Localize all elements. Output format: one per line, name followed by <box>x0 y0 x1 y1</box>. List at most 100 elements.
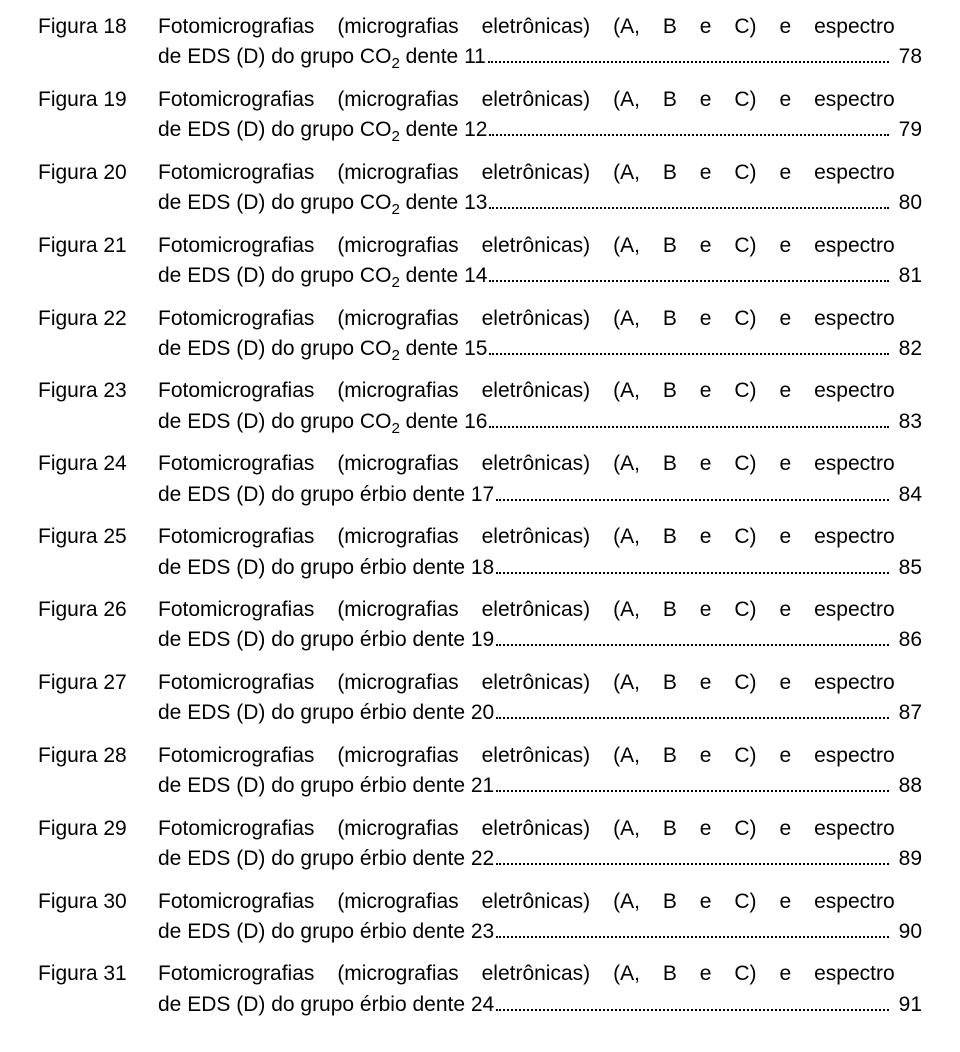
dot-leader <box>496 990 888 1011</box>
description-line1: Fotomicrografias (micrografias eletrônic… <box>158 814 895 844</box>
description-line2-pre: de EDS (D) do grupo érbio dente 18 <box>158 556 494 579</box>
description-line2-row: de EDS (D) do grupo érbio dente 18 <box>158 553 895 583</box>
list-item: Figura 28Fotomicrografias (micrografias … <box>38 741 922 802</box>
description-line1: Fotomicrografias (micrografias eletrônic… <box>158 522 895 552</box>
figure-description: Fotomicrografias (micrografias eletrônic… <box>158 231 895 292</box>
page-number: 90 <box>895 917 922 947</box>
description-line2-text: de EDS (D) do grupo CO2 dente 15 <box>158 334 487 364</box>
figure-label: Figura 31 <box>38 959 158 989</box>
page-number: 84 <box>895 480 922 510</box>
figure-description: Fotomicrografias (micrografias eletrônic… <box>158 158 895 219</box>
figure-label: Figura 29 <box>38 814 158 844</box>
dot-leader <box>488 43 889 64</box>
description-line2-row: de EDS (D) do grupo érbio dente 20 <box>158 698 895 728</box>
description-line2-row: de EDS (D) do grupo CO2 dente 15 <box>158 334 895 364</box>
description-line1: Fotomicrografias (micrografias eletrônic… <box>158 741 895 771</box>
description-line2-post: dente 11 <box>400 45 486 68</box>
figure-label: Figura 25 <box>38 522 158 552</box>
description-line1: Fotomicrografias (micrografias eletrônic… <box>158 85 895 115</box>
subscript: 2 <box>391 129 399 146</box>
figure-label: Figura 23 <box>38 376 158 406</box>
description-line2-text: de EDS (D) do grupo érbio dente 21 <box>158 771 494 801</box>
subscript: 2 <box>391 56 399 73</box>
description-line2-pre: de EDS (D) do grupo érbio dente 22 <box>158 847 494 870</box>
figure-label: Figura 22 <box>38 304 158 334</box>
figure-description: Fotomicrografias (micrografias eletrônic… <box>158 668 895 729</box>
page-number: 81 <box>895 261 922 291</box>
page-number: 83 <box>895 407 922 437</box>
description-line2-post: dente 13 <box>400 191 488 214</box>
description-line2-row: de EDS (D) do grupo érbio dente 21 <box>158 771 895 801</box>
description-line1: Fotomicrografias (micrografias eletrônic… <box>158 376 895 406</box>
dot-leader <box>496 480 888 501</box>
figure-description: Fotomicrografias (micrografias eletrônic… <box>158 449 895 510</box>
list-item: Figura 27Fotomicrografias (micrografias … <box>38 668 922 729</box>
figure-description: Fotomicrografias (micrografias eletrônic… <box>158 376 895 437</box>
description-line2-row: de EDS (D) do grupo érbio dente 17 <box>158 480 895 510</box>
figure-label: Figura 20 <box>38 158 158 188</box>
dot-leader <box>489 261 888 282</box>
description-line2-post: dente 12 <box>400 118 488 141</box>
description-line2-pre: de EDS (D) do grupo CO <box>158 410 391 433</box>
subscript: 2 <box>391 201 399 218</box>
description-line2-text: de EDS (D) do grupo CO2 dente 14 <box>158 261 487 291</box>
page-number: 79 <box>895 115 922 145</box>
description-line1: Fotomicrografias (micrografias eletrônic… <box>158 959 895 989</box>
description-line2-text: de EDS (D) do grupo érbio dente 23 <box>158 917 494 947</box>
description-line2-row: de EDS (D) do grupo érbio dente 23 <box>158 917 895 947</box>
description-line2-row: de EDS (D) do grupo érbio dente 24 <box>158 990 895 1020</box>
description-line1: Fotomicrografias (micrografias eletrônic… <box>158 887 895 917</box>
description-line2-text: de EDS (D) do grupo érbio dente 24 <box>158 990 494 1020</box>
dot-leader <box>496 698 888 719</box>
description-line2-pre: de EDS (D) do grupo érbio dente 20 <box>158 701 494 724</box>
dot-leader <box>496 771 888 792</box>
description-line2-text: de EDS (D) do grupo érbio dente 19 <box>158 625 494 655</box>
list-item: Figura 26Fotomicrografias (micrografias … <box>38 595 922 656</box>
description-line2-text: de EDS (D) do grupo érbio dente 18 <box>158 553 494 583</box>
dot-leader <box>496 917 888 938</box>
figure-description: Fotomicrografias (micrografias eletrônic… <box>158 595 895 656</box>
list-item: Figura 23Fotomicrografias (micrografias … <box>38 376 922 437</box>
description-line2-row: de EDS (D) do grupo CO2 dente 16 <box>158 407 895 437</box>
dot-leader <box>489 334 888 355</box>
list-item: Figura 24Fotomicrografias (micrografias … <box>38 449 922 510</box>
description-line2-text: de EDS (D) do grupo CO2 dente 13 <box>158 188 487 218</box>
page-number: 89 <box>895 844 922 874</box>
description-line2-pre: de EDS (D) do grupo érbio dente 23 <box>158 920 494 943</box>
description-line2-pre: de EDS (D) do grupo CO <box>158 191 391 214</box>
description-line1: Fotomicrografias (micrografias eletrônic… <box>158 231 895 261</box>
description-line2-text: de EDS (D) do grupo érbio dente 22 <box>158 844 494 874</box>
dot-leader <box>489 407 888 428</box>
description-line1: Fotomicrografias (micrografias eletrônic… <box>158 668 895 698</box>
description-line2-row: de EDS (D) do grupo CO2 dente 11 <box>158 42 895 72</box>
list-item: Figura 19Fotomicrografias (micrografias … <box>38 85 922 146</box>
figure-label: Figura 28 <box>38 741 158 771</box>
description-line2-pre: de EDS (D) do grupo érbio dente 24 <box>158 993 494 1016</box>
figure-description: Fotomicrografias (micrografias eletrônic… <box>158 522 895 583</box>
figure-label: Figura 19 <box>38 85 158 115</box>
page-number: 80 <box>895 188 922 218</box>
description-line2-row: de EDS (D) do grupo érbio dente 22 <box>158 844 895 874</box>
description-line1: Fotomicrografias (micrografias eletrônic… <box>158 304 895 334</box>
subscript: 2 <box>391 347 399 364</box>
figure-description: Fotomicrografias (micrografias eletrônic… <box>158 12 895 73</box>
description-line2-post: dente 16 <box>400 410 488 433</box>
dot-leader <box>496 553 888 574</box>
page-number: 86 <box>895 625 922 655</box>
dot-leader <box>489 188 888 209</box>
dot-leader <box>489 115 888 136</box>
description-line2-pre: de EDS (D) do grupo CO <box>158 264 391 287</box>
figure-label: Figura 27 <box>38 668 158 698</box>
description-line1: Fotomicrografias (micrografias eletrônic… <box>158 449 895 479</box>
description-line2-pre: de EDS (D) do grupo CO <box>158 337 391 360</box>
list-item: Figura 20Fotomicrografias (micrografias … <box>38 158 922 219</box>
dot-leader <box>496 844 888 865</box>
list-item: Figura 18Fotomicrografias (micrografias … <box>38 12 922 73</box>
figure-label: Figura 21 <box>38 231 158 261</box>
figure-description: Fotomicrografias (micrografias eletrônic… <box>158 85 895 146</box>
description-line2-text: de EDS (D) do grupo érbio dente 17 <box>158 480 494 510</box>
figure-description: Fotomicrografias (micrografias eletrônic… <box>158 814 895 875</box>
description-line2-row: de EDS (D) do grupo érbio dente 19 <box>158 625 895 655</box>
figure-label: Figura 26 <box>38 595 158 625</box>
figure-list: Figura 18Fotomicrografias (micrografias … <box>38 12 922 1020</box>
